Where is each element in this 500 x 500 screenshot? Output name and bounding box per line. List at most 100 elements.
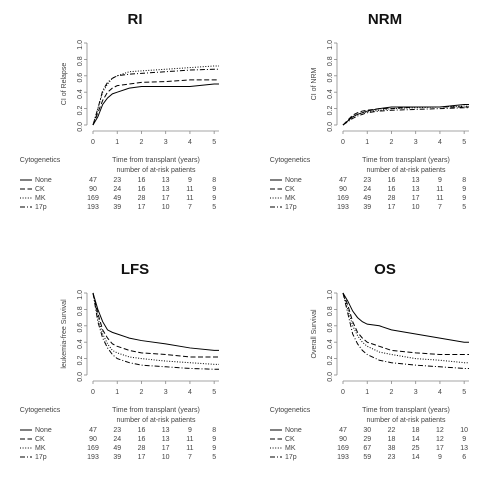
x-tick-label: 0 [341,139,345,146]
survival-curve [92,292,219,365]
at-risk-count: 9 [462,186,466,193]
x-tick-label: 5 [212,389,216,396]
at-risk-count: 9 [188,427,192,434]
x-tick-label: 3 [414,139,418,146]
x-tick-label: 0 [341,389,345,396]
at-risk-count: 8 [212,427,216,434]
survival-curve [342,292,469,364]
table-title: number of at-risk patients [367,417,446,424]
at-risk-count: 30 [363,427,371,434]
at-risk-count: 9 [462,195,466,202]
table-title: number of at-risk patients [367,167,446,174]
at-risk-count: 13 [162,186,170,193]
at-risk-count: 13 [162,427,170,434]
table-header: Cytogenetics [20,157,61,164]
at-risk-count: 6 [462,454,466,461]
at-risk-count: 59 [363,454,371,461]
at-risk-count: 16 [138,186,146,193]
at-risk-count: 11 [436,195,443,202]
y-tick-label: 0.0 [327,372,334,382]
at-risk-count: 18 [412,427,420,434]
at-risk-count: 7 [188,204,192,211]
table-title: number of at-risk patients [117,167,196,174]
at-risk-count: 23 [388,454,396,461]
at-risk-count: 39 [363,204,371,211]
legend-label: CK [285,186,295,193]
at-risk-count: 47 [89,177,97,184]
at-risk-count: 11 [186,445,193,452]
at-risk-count: 193 [87,204,99,211]
at-risk-count: 17 [436,445,444,452]
legend-label: MK [35,195,46,202]
x-tick-label: 2 [390,389,394,396]
at-risk-count: 90 [89,436,97,443]
at-risk-count: 23 [113,177,121,184]
x-tick-label: 5 [462,389,466,396]
at-risk-count: 9 [438,454,442,461]
legend-label: None [285,177,302,184]
y-tick-label: 0.0 [327,122,334,132]
at-risk-count: 9 [438,177,442,184]
y-tick-label: 1.0 [77,40,84,50]
at-risk-count: 67 [363,445,371,452]
x-tick-label: 3 [164,139,168,146]
y-tick-label: 0.4 [327,339,334,349]
legend-label: MK [285,195,296,202]
y-tick-label: 0.2 [327,105,334,115]
legend-label: CK [285,436,295,443]
at-risk-count: 10 [162,454,170,461]
legend-label: CK [35,186,45,193]
y-tick-label: 0.0 [77,122,84,132]
at-risk-count: 169 [87,195,99,202]
panel-title: NRM [368,11,402,28]
at-risk-count: 38 [388,445,396,452]
survival-curve [92,68,219,126]
at-risk-count: 90 [339,186,347,193]
survival-curve [92,65,219,126]
at-risk-count: 14 [412,436,420,443]
y-tick-label: 1.0 [77,290,84,300]
y-tick-label: 0.8 [327,56,334,66]
at-risk-count: 17 [162,195,170,202]
y-tick-label: 0.0 [77,372,84,382]
legend-label: 17p [35,454,47,461]
survival-curve [342,292,469,355]
survival-curve [342,292,469,343]
legend-label: 17p [285,204,297,211]
at-risk-count: 17 [138,204,146,211]
legend-label: None [35,427,52,434]
at-risk-count: 14 [412,454,420,461]
x-tick-label: 4 [188,139,192,146]
at-risk-count: 5 [212,454,216,461]
at-risk-count: 11 [186,186,193,193]
x-axis-label: Time from transplant (years) [362,157,450,164]
at-risk-count: 25 [412,445,420,452]
y-tick-label: 0.4 [327,89,334,99]
at-risk-count: 11 [186,436,193,443]
survival-curve [92,292,219,358]
at-risk-count: 16 [138,177,146,184]
at-risk-count: 9 [212,186,216,193]
at-risk-count: 17 [162,445,170,452]
survival-curve [92,292,219,370]
at-risk-count: 90 [89,186,97,193]
x-tick-label: 0 [91,139,95,146]
at-risk-count: 28 [138,195,146,202]
x-tick-label: 1 [365,139,369,146]
at-risk-count: 11 [436,186,443,193]
at-risk-count: 12 [436,427,444,434]
y-tick-label: 0.8 [77,56,84,66]
x-tick-label: 2 [140,139,144,146]
at-risk-count: 17 [138,454,146,461]
at-risk-count: 193 [337,204,349,211]
x-tick-label: 2 [140,389,144,396]
y-tick-label: 0.6 [327,73,334,83]
x-tick-label: 4 [438,389,442,396]
legend-label: MK [35,445,46,452]
y-tick-label: 0.2 [77,355,84,365]
at-risk-count: 169 [337,445,349,452]
at-risk-count: 17 [412,195,420,202]
